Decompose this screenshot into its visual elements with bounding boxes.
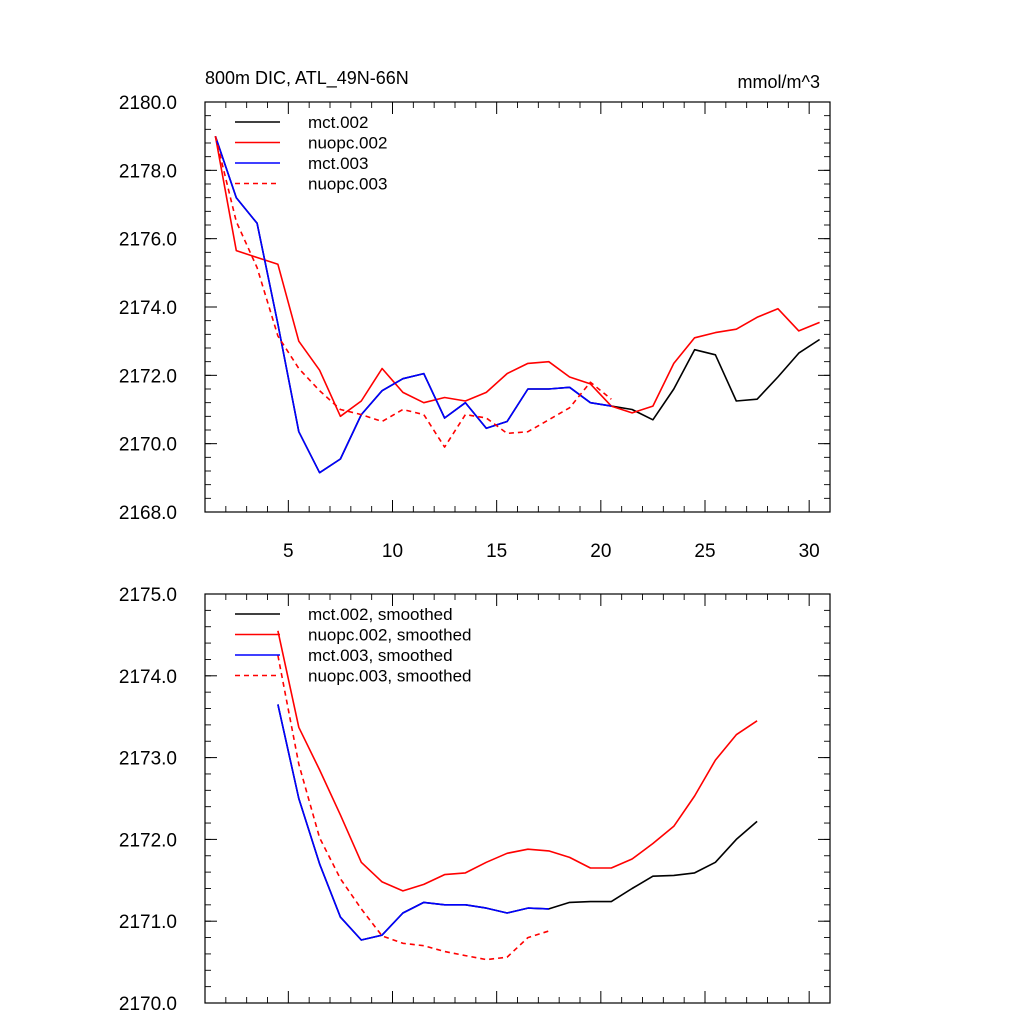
series-line-3 (277, 655, 550, 961)
top-panel: 2168.0 2170.0 2172.0 2174.0 2176.0 2178.0 2180… (119, 68, 831, 562)
x-tick-label: 10 (382, 541, 403, 562)
legend-label: nuopc.003 (308, 175, 387, 194)
y-tick-label: 2173.0 (119, 749, 177, 770)
chart-title: 800m DIC, ATL_49N-66N (205, 68, 409, 89)
x-tick-label: 5 (283, 541, 294, 562)
y-tick-label: 2180.0 (119, 93, 177, 114)
y-tick-label: 2168.0 (119, 503, 177, 524)
series-line-1 (214, 136, 820, 418)
y-tick-label: 2175.0 (119, 585, 177, 606)
y-tick-label: 2174.0 (119, 298, 177, 319)
series-line-3 (214, 136, 612, 448)
y-tick-label: 2174.0 (119, 667, 177, 688)
y-tick-label: 2178.0 (119, 161, 177, 182)
y-tick-label: 2170.0 (119, 435, 177, 456)
y-tick-label: 2171.0 (119, 912, 177, 933)
legend-label: mct.002, smoothed (308, 605, 453, 624)
x-tick-label: 30 (799, 541, 820, 562)
x-tick-label: 25 (694, 541, 715, 562)
legend-label: mct.003, smoothed (308, 646, 453, 665)
y-tick-label: 2170.0 (119, 994, 177, 1015)
legend-label: nuopc.003, smoothed (308, 667, 472, 686)
series-line-1 (277, 630, 758, 892)
series-line-2 (277, 704, 549, 941)
bottom-panel: 2170.0 2171.0 2172.0 2173.0 2174.0 2175.0 mct.… (119, 585, 831, 1015)
y-tick-label: 2172.0 (119, 366, 177, 387)
units-label: mmol/m^3 (738, 72, 820, 92)
y-tick-label: 2172.0 (119, 830, 177, 851)
plot-frame (204, 101, 831, 513)
legend-label: mct.002 (308, 113, 368, 132)
y-tick-label: 2176.0 (119, 230, 177, 251)
series-line-0 (214, 135, 821, 474)
series-line-0 (277, 704, 758, 941)
legend-label: mct.003 (308, 154, 368, 173)
legend-label: nuopc.002 (308, 134, 387, 153)
legend-label: nuopc.002, smoothed (308, 626, 472, 645)
series-line-2 (214, 135, 612, 474)
x-tick-label: 20 (590, 541, 611, 562)
x-tick-label: 15 (486, 541, 507, 562)
